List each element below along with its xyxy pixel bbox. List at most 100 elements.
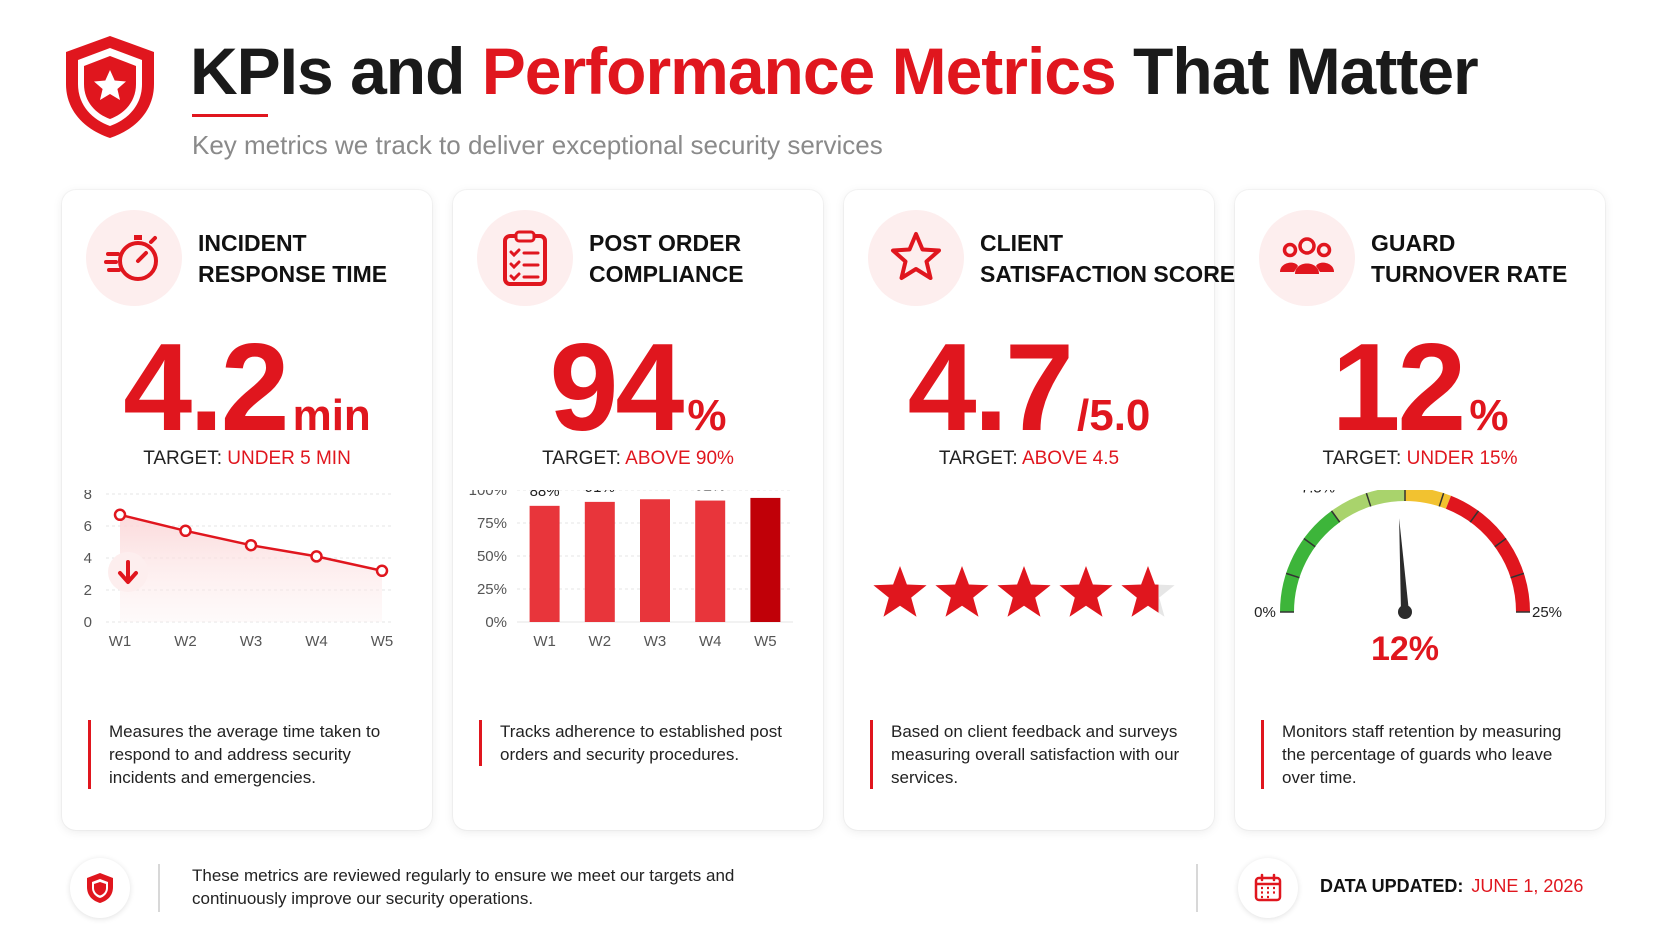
kpi-unit: % <box>1469 391 1509 440</box>
card-title-line1: INCIDENT <box>198 230 307 256</box>
bar <box>584 501 615 622</box>
card-title-line2: TURNOVER RATE <box>1371 261 1568 287</box>
footer-shield-icon <box>70 858 130 918</box>
bar-value-label: 91% <box>585 490 615 496</box>
kpi-number: 4.2 <box>123 319 289 457</box>
x-tick-label: W5 <box>371 633 394 650</box>
kpi-description: Measures the average time taken to respo… <box>88 720 408 789</box>
title-part-2: Performance Metrics <box>481 34 1117 108</box>
kpi-card-client-satisfaction: CLIENT SATISFACTION SCORE 4.7/5.0 TARGET… <box>844 190 1235 830</box>
y-tick-label: 0 <box>84 614 92 631</box>
kpi-number: 94 <box>549 319 684 457</box>
gauge-tick <box>1510 572 1525 579</box>
kpi-card-incident-response: INCIDENT RESPONSE TIME 4.2 min TARGET: UN… <box>62 190 432 830</box>
card-title-line1: CLIENT <box>980 230 1064 256</box>
footer-note: These metrics are reviewed regularly to … <box>192 866 735 908</box>
data-updated-value: JUNE 1, 2026 <box>1471 876 1584 896</box>
data-point <box>179 524 192 538</box>
kpi-number: 12 <box>1331 319 1466 457</box>
rating-star <box>1059 566 1113 617</box>
title-underline <box>192 114 268 117</box>
calendar-icon <box>1238 858 1298 918</box>
page-subtitle: Key metrics we track to deliver exceptio… <box>192 130 883 160</box>
title-part-3: That Matter <box>1115 34 1479 108</box>
gauge-tick-label: 7.5% <box>1301 490 1335 496</box>
team-people-icon <box>1259 210 1355 306</box>
gauge-hub <box>1398 605 1412 619</box>
x-tick-label: W3 <box>644 633 667 650</box>
data-point <box>244 538 258 552</box>
card-title: CLIENT SATISFACTION SCORE <box>980 228 1235 290</box>
x-tick-label: W2 <box>174 633 197 650</box>
target-label: TARGET: <box>938 448 1018 469</box>
x-tick-label: W4 <box>305 633 328 650</box>
area-fill <box>120 514 382 622</box>
data-updated-label: DATA UPDATED: <box>1320 876 1464 896</box>
gauge-tick-label: 0% <box>1254 604 1276 621</box>
rating-star <box>935 566 989 617</box>
card-title: INCIDENT RESPONSE TIME <box>198 228 387 290</box>
target-value: ABOVE 4.5 <box>1021 448 1120 469</box>
bar <box>529 505 560 622</box>
clipboard-checklist-icon <box>477 210 573 306</box>
rating-star <box>1121 566 1175 617</box>
kpi-target: TARGET: ABOVE 90% <box>453 448 823 470</box>
x-tick-label: W2 <box>589 633 612 650</box>
gauge-tick <box>1438 492 1445 507</box>
kpi-unit: min <box>292 391 371 440</box>
bar-value-label: 93% <box>640 490 670 493</box>
gauge-tick <box>1494 537 1507 548</box>
card-title-line1: POST ORDER <box>589 230 742 256</box>
kpi-card-guard-turnover: GUARD TURNOVER RATE 12% TARGET: UNDER 15… <box>1235 190 1605 830</box>
gauge-value-label: 12% <box>1371 630 1439 668</box>
y-tick-label: 100% <box>469 490 507 499</box>
kpi-card-post-order-compliance: POST ORDER COMPLIANCE 94% TARGET: ABOVE … <box>453 190 823 830</box>
bar-chart: 0% 25% 50% 75% 100% 88% W1 91% W2 93% W3 92% W4 94% W5 <box>469 490 793 650</box>
kpi-target: TARGET: ABOVE 4.5 <box>844 448 1214 470</box>
target-label: TARGET: <box>143 448 223 469</box>
x-tick-label: W1 <box>533 633 556 650</box>
stopwatch-icon <box>86 210 182 306</box>
target-label: TARGET: <box>1322 448 1402 469</box>
kpi-description: Based on client feedback and surveys mea… <box>870 720 1190 789</box>
bar-value-label: 92% <box>695 490 725 495</box>
card-title-line2: RESPONSE TIME <box>198 261 388 287</box>
target-label: TARGET: <box>542 448 621 469</box>
gauge-tick <box>1330 510 1341 523</box>
down-arrow-icon <box>108 552 148 592</box>
title-part-1: KPIs and <box>190 34 482 108</box>
card-title: POST ORDER COMPLIANCE <box>589 228 744 290</box>
footer-divider <box>1196 864 1198 912</box>
kpi-unit: % <box>687 391 727 440</box>
y-tick-label: 50% <box>477 548 507 565</box>
x-tick-label: W4 <box>699 633 722 650</box>
gauge-tick <box>1469 510 1480 523</box>
y-tick-label: 75% <box>477 515 507 532</box>
star-rating <box>873 566 1175 617</box>
gauge-tick <box>1365 492 1372 507</box>
kpi-value: 94% <box>453 318 823 496</box>
shield-star-logo-icon <box>66 36 154 138</box>
data-point <box>375 564 389 578</box>
data-point <box>310 550 323 563</box>
x-tick-label: W1 <box>109 633 132 650</box>
card-title-line2: COMPLIANCE <box>589 261 744 287</box>
y-tick-label: 6 <box>84 518 92 535</box>
line-chart: 0 2 4 6 8 W1 W2 W3 W4 W5 <box>84 490 394 650</box>
y-tick-label: 4 <box>84 550 92 567</box>
bar <box>750 497 781 622</box>
target-value: UNDER 15% <box>1406 448 1518 469</box>
data-updated: DATA UPDATED: JUNE 1, 2026 <box>1320 876 1583 897</box>
kpi-target: TARGET: UNDER 15% <box>1235 448 1605 470</box>
data-point <box>113 508 127 522</box>
gauge-tick <box>1303 537 1316 548</box>
x-tick-label: W3 <box>240 633 263 650</box>
x-tick-label: W5 <box>754 633 777 650</box>
kpi-unit: /5.0 <box>1077 391 1151 440</box>
kpi-value: 4.2 min <box>62 318 432 496</box>
gauge-tick <box>1285 572 1300 579</box>
target-value: ABOVE 90% <box>625 448 734 469</box>
kpi-target: TARGET: UNDER 5 MIN <box>62 448 432 470</box>
star-outline-icon <box>868 210 964 306</box>
rating-star <box>997 566 1051 617</box>
